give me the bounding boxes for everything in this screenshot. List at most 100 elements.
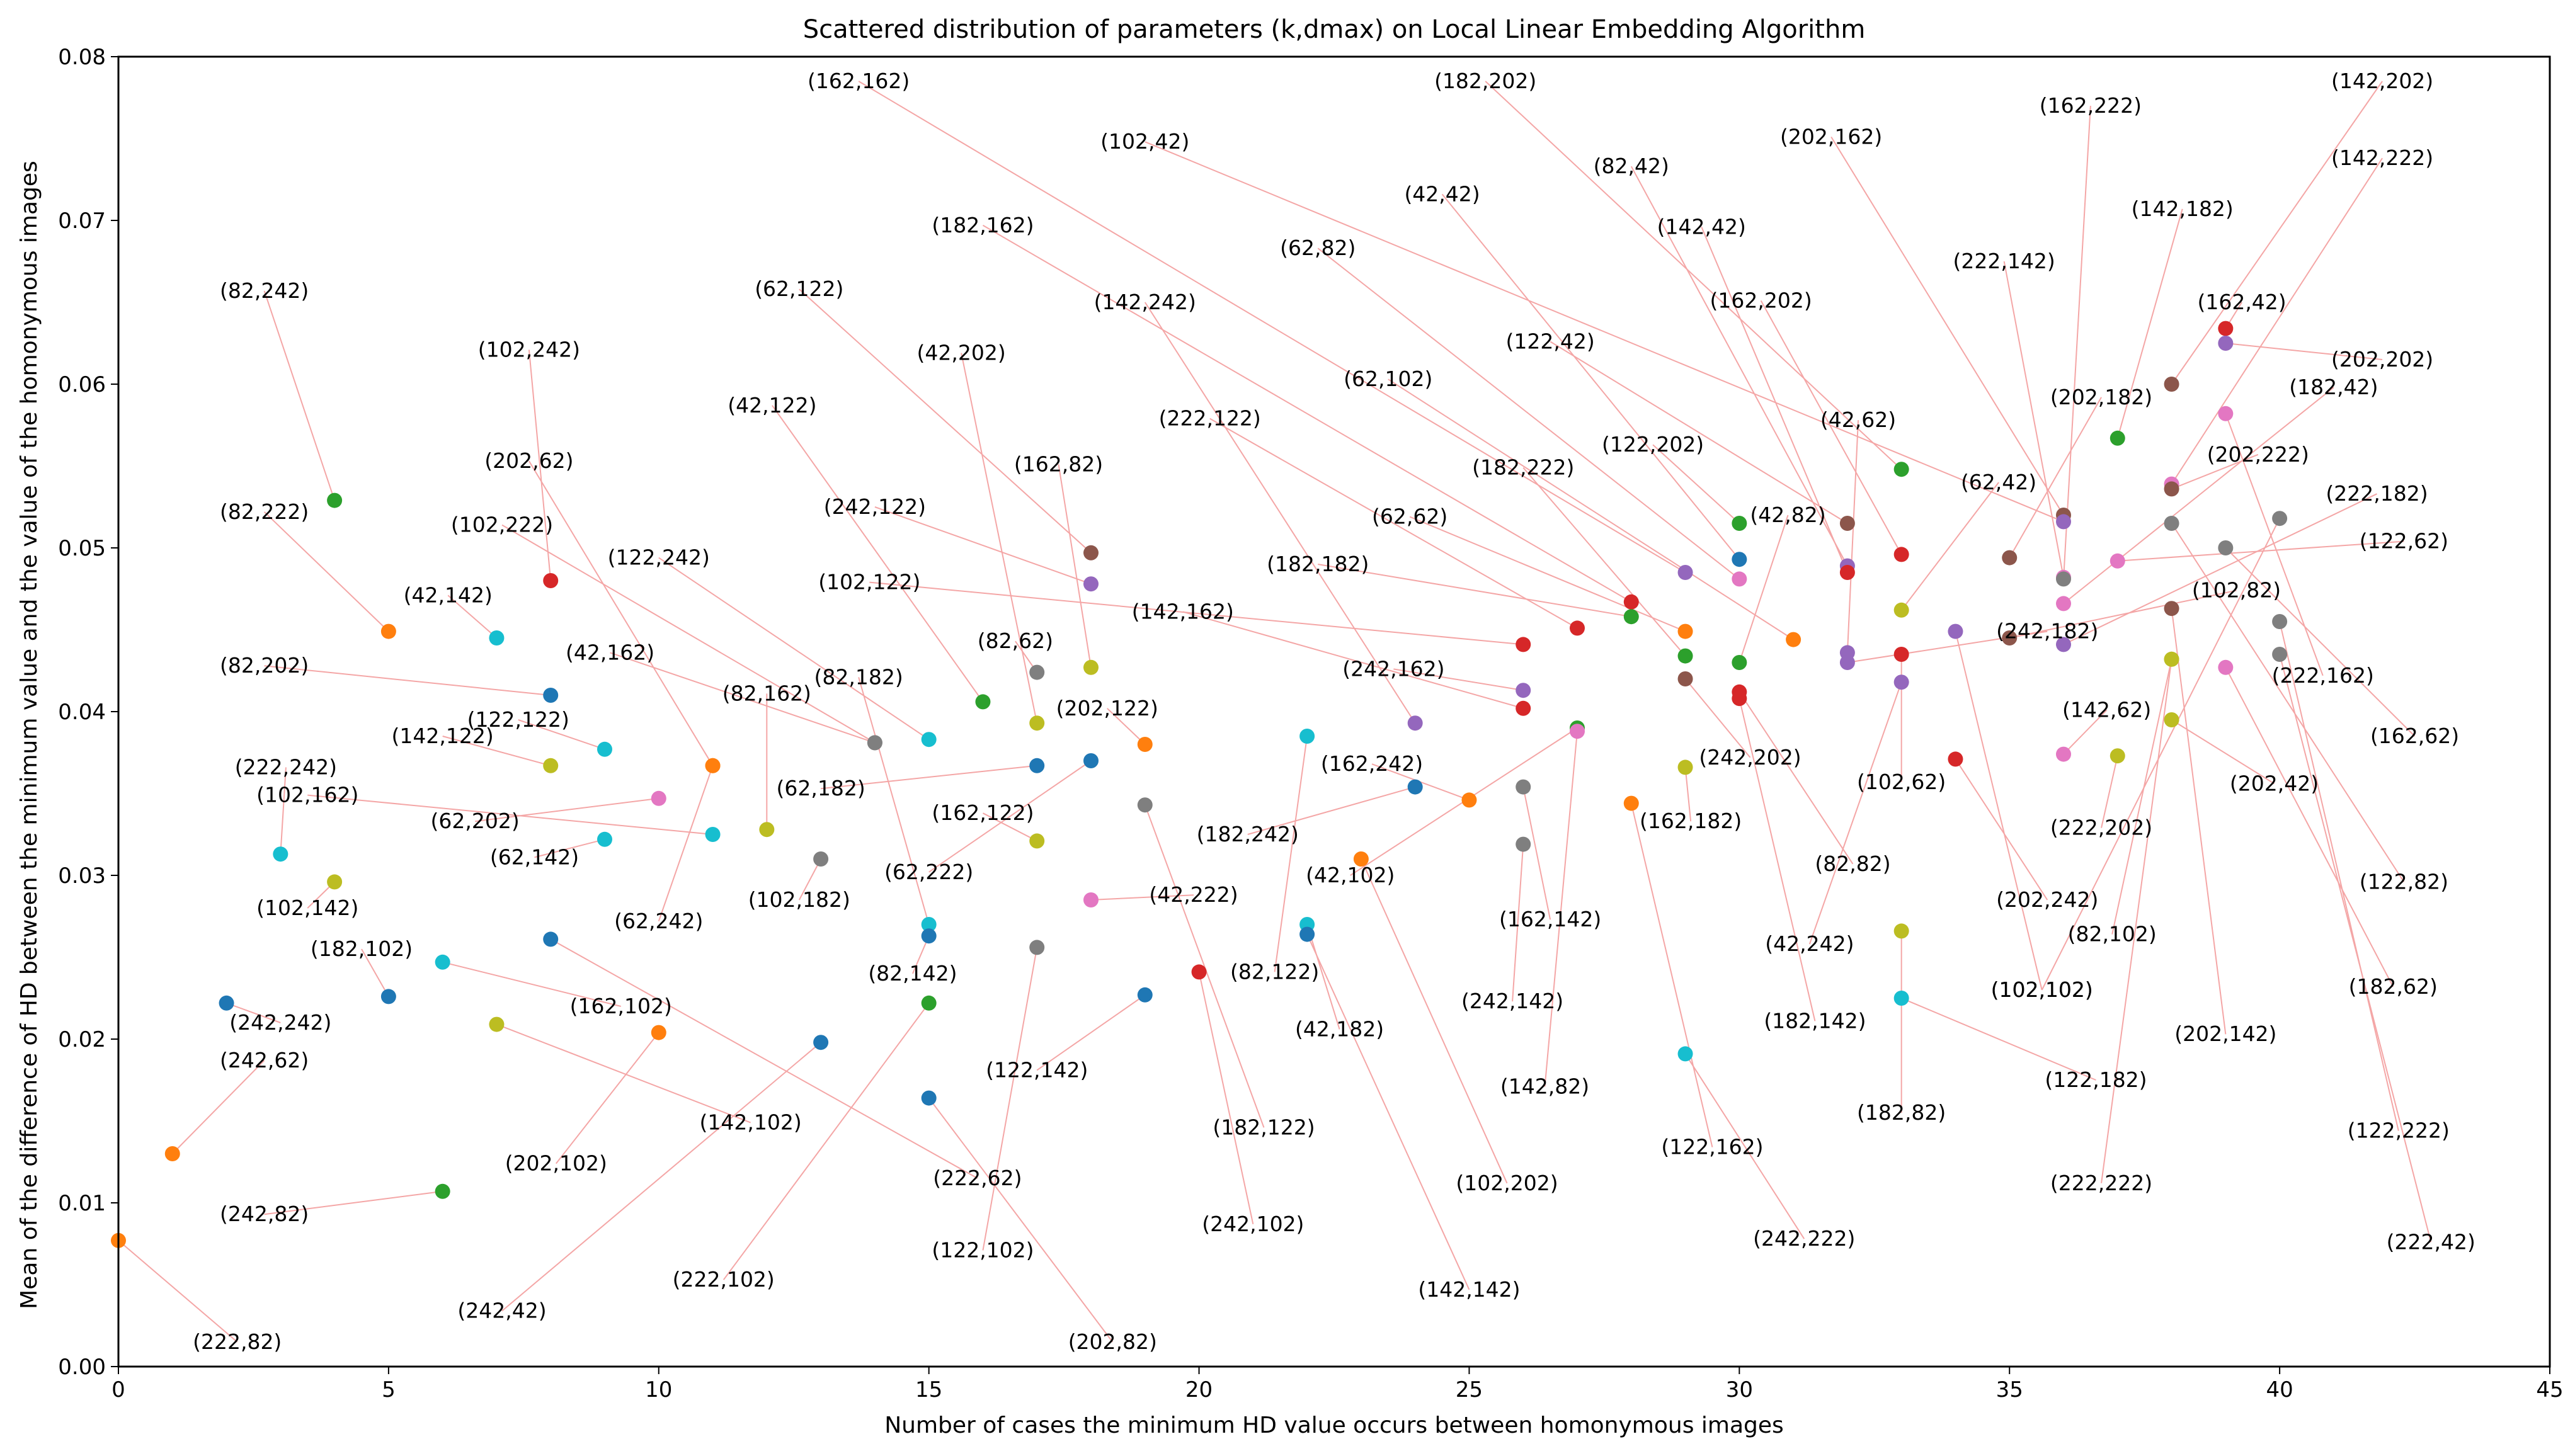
x-tick-label: 30 (1726, 1377, 1753, 1402)
leader-line (1544, 731, 1578, 1087)
data-point (1029, 715, 1045, 731)
leader-line (1360, 858, 1508, 1184)
x-tick-label: 45 (2536, 1377, 2563, 1402)
leader-line (442, 736, 551, 766)
data-point (1623, 609, 1639, 625)
leader-line (874, 506, 1092, 585)
point-label: (142,182) (2132, 196, 2234, 221)
leader-line (263, 511, 389, 632)
data-point (273, 846, 288, 862)
leader-line (982, 224, 1632, 603)
point-label: (102,182) (748, 887, 850, 912)
data-point (1029, 664, 1045, 680)
leader-line (799, 288, 1092, 554)
point-label: (202,162) (1780, 124, 1882, 149)
data-point (2272, 647, 2288, 662)
data-point (1732, 516, 1747, 531)
point-label: (142,162) (1132, 599, 1234, 623)
data-point (1083, 659, 1099, 675)
point-label: (142,62) (2062, 697, 2151, 722)
data-point (1839, 516, 1855, 531)
leader-line (2101, 659, 2172, 1183)
leader-line (658, 765, 714, 922)
point-label: (202,182) (2050, 385, 2152, 409)
data-point (1516, 700, 1531, 716)
point-label: (202,242) (1996, 887, 2098, 912)
data-point (164, 1146, 180, 1161)
data-point (705, 827, 721, 842)
point-label: (242,122) (824, 494, 926, 519)
data-point (1893, 674, 1909, 690)
point-label: (182,122) (1213, 1115, 1315, 1139)
point-label: (82,162) (722, 681, 811, 705)
data-point (1353, 851, 1369, 867)
leader-line (2171, 81, 2383, 385)
point-label: (122,102) (932, 1237, 1034, 1262)
point-label: (162,202) (1710, 288, 1812, 312)
leader-line (798, 858, 821, 901)
leader-line (1684, 678, 1751, 758)
point-label: (82,62) (978, 628, 1053, 653)
leader-line (1209, 418, 1578, 629)
data-point (1677, 759, 1693, 775)
data-point (2056, 514, 2071, 530)
x-tick-label: 0 (111, 1377, 125, 1402)
point-label: (62,142) (490, 845, 579, 869)
data-point (2164, 377, 2179, 392)
leader-line (501, 524, 876, 744)
point-label: (122,62) (2360, 529, 2448, 554)
leader-line (475, 797, 659, 822)
data-point (1137, 797, 1153, 813)
data-point (813, 1035, 829, 1050)
leader-line (1274, 736, 1308, 972)
leader-line (2063, 105, 2091, 579)
leader-line (1808, 681, 1902, 945)
data-point (1461, 792, 1477, 808)
plot-frame (117, 55, 2551, 1368)
leader-line (2063, 387, 2334, 605)
leader-line (1306, 934, 1470, 1290)
point-label: (82,182) (814, 664, 903, 689)
point-label: (102,102) (1991, 977, 2093, 1002)
leader-line (2111, 659, 2172, 935)
point-label: (162,142) (1499, 907, 1601, 931)
data-point (1083, 753, 1099, 768)
leader-line (528, 350, 552, 581)
point-label: (222,202) (2050, 816, 2152, 840)
leader-line (1317, 247, 1740, 580)
leader-line (1630, 166, 1848, 567)
data-point (921, 1090, 937, 1106)
data-point (651, 1025, 666, 1040)
point-label: (182,162) (932, 213, 1034, 237)
leader-line (1107, 708, 1146, 745)
leader-line (1058, 464, 1092, 668)
point-label: (102,162) (256, 783, 358, 807)
leader-line (1306, 924, 1340, 1030)
point-label: (42,222) (1149, 882, 1238, 907)
point-label: (162,82) (1014, 452, 1103, 476)
data-point (1623, 594, 1639, 610)
leader-line (869, 581, 1524, 646)
leader-line (961, 353, 1038, 724)
leader-line (1198, 972, 1254, 1225)
leader-line (2171, 157, 2383, 485)
point-label: (142,122) (392, 724, 494, 748)
data-point (2110, 748, 2125, 764)
leader-line (1739, 691, 1854, 865)
x-tick-label: 5 (382, 1377, 396, 1402)
leader-line (2225, 547, 2416, 737)
data-points (111, 321, 2288, 1248)
leader-line (1955, 631, 2043, 991)
point-label: (122,142) (986, 1057, 1088, 1082)
point-label: (62,102) (1344, 367, 1432, 391)
data-point (2218, 540, 2234, 555)
leader-line (2171, 523, 2405, 882)
leader-line (722, 1003, 930, 1280)
data-point (1677, 623, 1693, 639)
y-tick-label: 0.00 (58, 1355, 106, 1380)
data-point (2002, 550, 2018, 566)
point-label: (102,82) (2192, 578, 2281, 603)
point-label: (62,202) (431, 809, 520, 833)
point-label: (182,142) (1764, 1008, 1866, 1033)
data-point (1893, 923, 1909, 939)
